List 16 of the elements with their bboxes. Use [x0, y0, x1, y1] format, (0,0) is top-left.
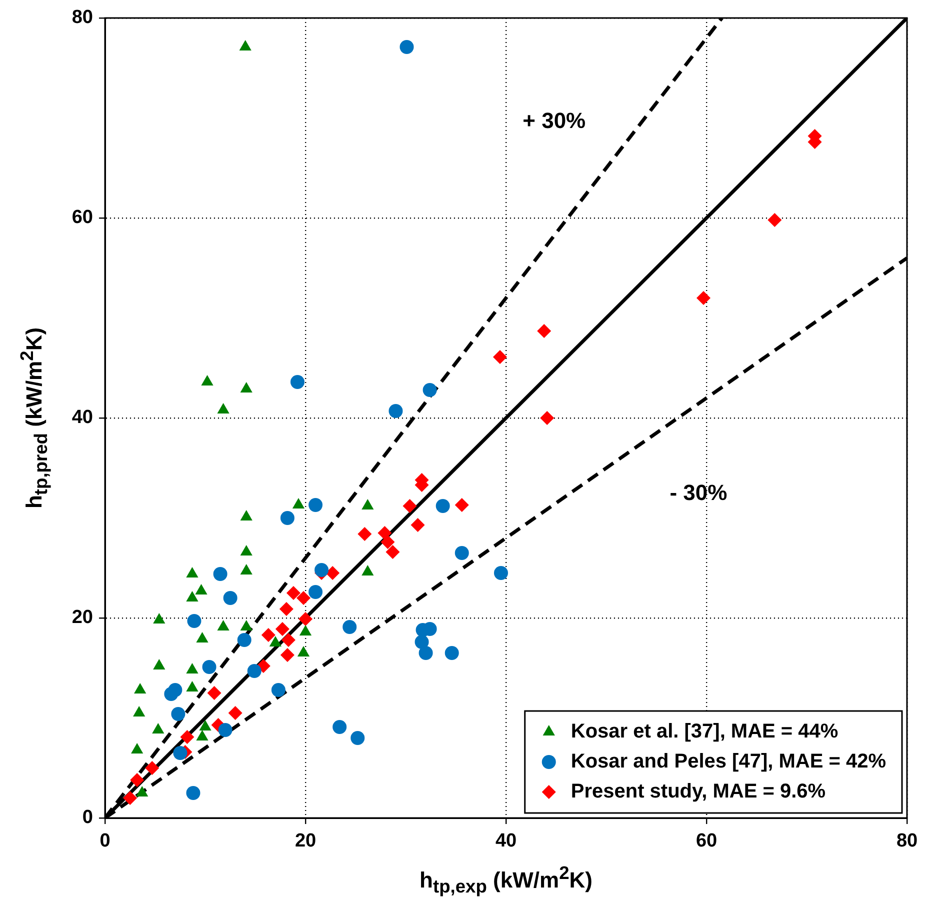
- y-tick-label: 20: [72, 607, 93, 628]
- x-axis-title: h$_{tp,exp}$ (kW/m$^{2}$K): [420, 862, 592, 898]
- y-tick-label: 0: [82, 807, 93, 828]
- y-tick-label: 40: [72, 407, 93, 428]
- annotation: + 30%: [522, 108, 586, 134]
- y-tick-label: 60: [72, 207, 93, 228]
- x-tick-label: 20: [294, 830, 316, 852]
- x-tick-label: 60: [696, 830, 718, 852]
- y-tick-label: 80: [72, 7, 93, 28]
- legend-label: Kosar and Peles [47], MAE = 42%: [570, 750, 886, 773]
- x-tick-label: 40: [495, 830, 517, 852]
- legend-label: Kosar et al. [37], MAE = 44%: [570, 720, 838, 743]
- annotation: - 30%: [670, 480, 728, 506]
- legend-label: Present study, MAE = 9.6%: [570, 780, 826, 803]
- x-tick-label: 80: [896, 830, 918, 852]
- x-tick-label: 0: [100, 830, 110, 852]
